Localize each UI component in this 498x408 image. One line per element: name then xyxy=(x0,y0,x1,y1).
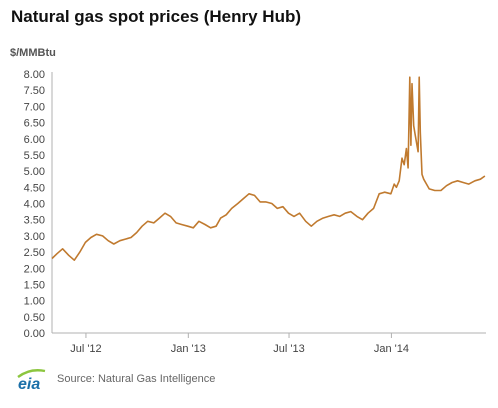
x-tick-label: Jul '12 xyxy=(70,343,101,355)
y-tick-label: 1.00 xyxy=(24,296,45,308)
footer: eia Source: Natural Gas Intelligence xyxy=(15,366,215,392)
y-tick-label: 2.00 xyxy=(24,263,45,275)
x-axis-ticks: Jul '12 Jan '13 Jul '13 Jan '14 xyxy=(70,333,409,355)
chart-axes xyxy=(51,72,486,334)
y-tick-label: 4.50 xyxy=(24,182,45,194)
x-tick-label: Jul '13 xyxy=(273,343,304,355)
y-tick-label: 7.00 xyxy=(24,101,45,113)
y-tick-label: 0.50 xyxy=(24,312,45,324)
logo-wordmark: eia xyxy=(18,376,40,392)
price-series-line xyxy=(51,76,486,261)
x-tick-label: Jan '14 xyxy=(374,343,409,355)
y-axis-unit-label: $/MMBtu xyxy=(10,47,56,59)
y-tick-label: 6.50 xyxy=(24,118,45,130)
y-tick-label: 5.50 xyxy=(24,150,45,162)
chart-title: Natural gas spot prices (Henry Hub) xyxy=(11,7,302,26)
y-tick-label: 3.50 xyxy=(24,215,45,227)
y-tick-label: 0.00 xyxy=(24,328,45,340)
y-tick-label: 7.50 xyxy=(24,85,45,97)
y-tick-label: 4.00 xyxy=(24,199,45,211)
eia-logo-icon: eia xyxy=(17,369,46,392)
logo-arc xyxy=(17,369,46,378)
x-tick-label: Jan '13 xyxy=(171,343,206,355)
y-tick-label: 8.00 xyxy=(24,69,45,81)
y-tick-label: 3.00 xyxy=(24,231,45,243)
y-axis-ticks: 0.00 0.50 1.00 1.50 2.00 2.50 3.00 3.50 4.00 4.50… xyxy=(24,69,45,340)
y-tick-label: 2.50 xyxy=(24,247,45,259)
y-tick-label: 6.00 xyxy=(24,134,45,146)
y-tick-label: 1.50 xyxy=(24,279,45,291)
chart-series xyxy=(51,76,486,261)
y-tick-label: 5.00 xyxy=(24,166,45,178)
source-note: Source: Natural Gas Intelligence xyxy=(57,373,216,385)
